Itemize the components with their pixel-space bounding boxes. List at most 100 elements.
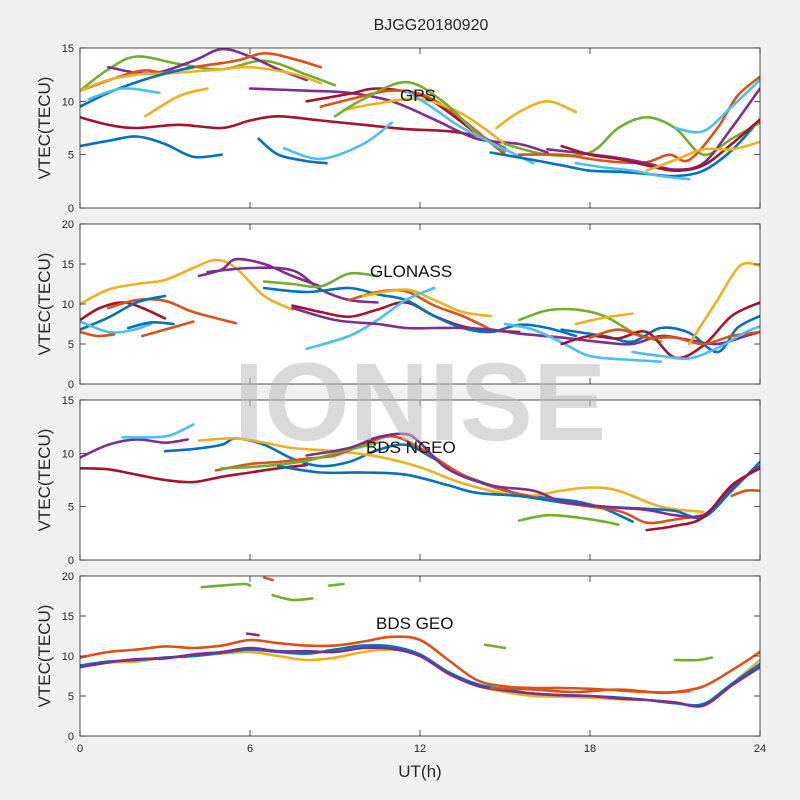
- y-tick-label: 10: [62, 96, 74, 108]
- y-tick-label: 5: [68, 339, 74, 351]
- y-tick-label: 15: [62, 259, 74, 271]
- series-line-21: [588, 328, 760, 346]
- series-line-4: [245, 632, 260, 637]
- series-group: [80, 423, 760, 532]
- series-line-24: [631, 325, 760, 361]
- y-tick-label: 15: [62, 611, 74, 623]
- series-line-14: [362, 288, 493, 318]
- series-line-22: [574, 312, 634, 326]
- x-tick-label: 24: [754, 743, 766, 755]
- y-tick-label: 5: [68, 502, 74, 514]
- panel-0: 0 5 10 15 VTEC(TECU) GPS: [35, 43, 761, 215]
- y-tick-label: 0: [68, 555, 74, 567]
- series-line-0: [80, 258, 294, 311]
- series-line-18: [495, 100, 578, 130]
- y-axis-label: VTEC(TECU): [35, 605, 54, 708]
- series-line-4: [80, 65, 195, 108]
- plot-area: [80, 48, 760, 208]
- series-line-10: [645, 467, 760, 532]
- panel-annotation: BDS NGEO: [366, 438, 456, 457]
- plot-area: [80, 400, 760, 560]
- y-tick-label: 10: [62, 651, 74, 663]
- series-line-15: [305, 286, 436, 351]
- series-line-16: [404, 89, 535, 165]
- panels: 0 5 10 15 VTEC(TECU) GPS 0 5 10 15 20 VTEC(TECU) GLO…: [35, 43, 766, 781]
- series-line-5: [483, 643, 507, 650]
- panel-3: 0 6 12 18 24 0 5 10 15 20 VTEC(TECU) BDS GEO UT(h): [35, 571, 766, 781]
- watermark: IONISE: [234, 341, 607, 464]
- series-line-1: [80, 438, 189, 459]
- figure-title: BJGG20180920: [374, 17, 489, 34]
- series-line-4: [197, 437, 705, 514]
- series-line-6: [80, 294, 167, 331]
- series-line-9: [257, 137, 328, 165]
- series-line-13: [319, 89, 507, 156]
- panel-2: 0 5 10 15 VTEC(TECU) BDS NGEO: [35, 395, 761, 567]
- series-line-11: [489, 686, 691, 695]
- y-tick-label: 10: [62, 299, 74, 311]
- series-line-6: [220, 441, 379, 470]
- series-line-5: [107, 297, 238, 325]
- series-line-2: [328, 582, 345, 587]
- series-line-6: [143, 87, 209, 118]
- y-tick-label: 20: [62, 219, 74, 231]
- series-group: [80, 576, 760, 708]
- series-group: [80, 257, 760, 363]
- y-tick-label: 10: [62, 448, 74, 460]
- x-tick-label: 18: [584, 743, 596, 755]
- y-axis-label: VTEC(TECU): [35, 429, 54, 532]
- x-axis-label: UT(h): [398, 762, 441, 781]
- series-line-17: [489, 118, 760, 178]
- series-line-5: [214, 434, 705, 525]
- x-tick-label: 6: [247, 743, 253, 755]
- y-tick-label: 0: [68, 731, 74, 743]
- series-line-2: [121, 423, 195, 439]
- series-line-25: [673, 78, 760, 134]
- series-line-3: [262, 576, 274, 582]
- series-line-23: [574, 161, 691, 181]
- series-line-7: [80, 115, 478, 137]
- x-tick-label: 0: [77, 743, 83, 755]
- y-axis-label: VTEC(TECU): [35, 253, 54, 356]
- series-line-11: [730, 489, 760, 498]
- series-group: [80, 48, 760, 181]
- series-line-11: [248, 87, 549, 154]
- series-line-9: [126, 320, 175, 330]
- series-line-23: [687, 261, 760, 346]
- series-line-17: [503, 322, 663, 363]
- series-line-6: [673, 656, 714, 662]
- series-line-10: [282, 121, 393, 161]
- series-line-24: [645, 140, 760, 172]
- panel-annotation: GLONASS: [370, 262, 452, 281]
- series-line-22: [560, 118, 760, 172]
- series-line-8: [80, 135, 223, 159]
- plot-area: [80, 224, 760, 384]
- series-line-3: [80, 65, 323, 92]
- series-line-2: [80, 51, 323, 92]
- y-tick-label: 5: [68, 150, 74, 162]
- panel-annotation: GPS: [400, 86, 436, 105]
- y-tick-label: 5: [68, 691, 74, 703]
- series-line-10: [80, 330, 116, 338]
- series-line-8: [141, 320, 195, 338]
- panel-1: 0 5 10 15 20 VTEC(TECU) GLONASS: [35, 219, 761, 391]
- panel-annotation: BDS GEO: [376, 614, 453, 633]
- y-tick-label: 0: [68, 379, 74, 391]
- series-line-7: [80, 320, 153, 334]
- y-tick-label: 20: [62, 571, 74, 583]
- y-tick-label: 0: [68, 203, 74, 215]
- y-tick-label: 15: [62, 43, 74, 55]
- series-line-10: [80, 646, 760, 708]
- series-line-8: [305, 432, 760, 519]
- x-tick-label: 12: [414, 743, 426, 755]
- series-line-15: [333, 80, 507, 153]
- series-line-9: [517, 513, 620, 527]
- series-line-5: [87, 87, 161, 101]
- y-axis-label: VTEC(TECU): [35, 77, 54, 180]
- series-line-12: [262, 286, 578, 338]
- series-line-0: [80, 463, 308, 484]
- series-line-3: [262, 271, 379, 289]
- series-line-0: [200, 582, 252, 589]
- y-tick-label: 15: [62, 395, 74, 407]
